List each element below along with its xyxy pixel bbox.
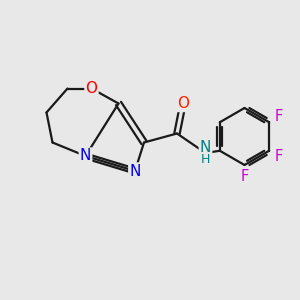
Text: F: F bbox=[275, 109, 283, 124]
Text: N: N bbox=[129, 164, 141, 178]
Text: O: O bbox=[85, 81, 98, 96]
Text: O: O bbox=[177, 96, 189, 111]
Text: F: F bbox=[275, 149, 283, 164]
Text: N: N bbox=[80, 148, 91, 164]
Text: F: F bbox=[240, 169, 249, 184]
Text: N: N bbox=[200, 140, 211, 155]
Text: H: H bbox=[201, 153, 210, 166]
